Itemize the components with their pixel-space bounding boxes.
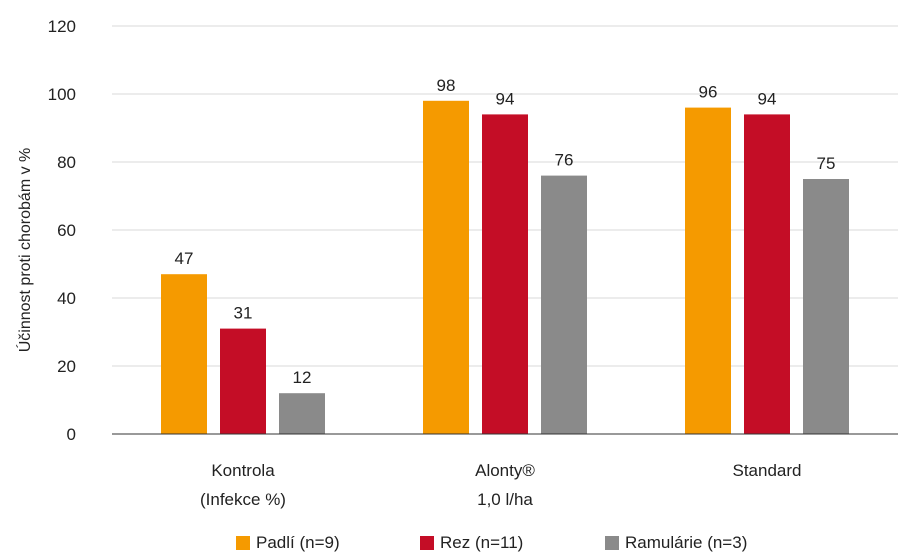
bars <box>161 100 849 435</box>
bar <box>744 114 790 435</box>
legend-label: Rez (n=11) <box>440 533 524 552</box>
y-tick-label: 100 <box>48 85 76 104</box>
y-tick-label: 120 <box>48 17 76 36</box>
x-category-label: (Infekce %) <box>200 490 286 509</box>
y-tick-label: 60 <box>57 221 76 240</box>
data-label: 47 <box>175 249 194 268</box>
data-label: 96 <box>699 83 718 102</box>
x-category-label: Standard <box>733 461 802 480</box>
data-label: 31 <box>234 304 253 323</box>
data-label: 75 <box>817 154 836 173</box>
legend-item: Ramulárie (n=3) <box>605 533 747 553</box>
data-label: 12 <box>293 368 312 387</box>
legend-swatch <box>236 536 250 550</box>
bar <box>685 107 731 434</box>
legend-item: Rez (n=11) <box>420 533 523 553</box>
bar <box>161 274 207 434</box>
y-tick-label: 0 <box>67 425 76 444</box>
x-axis-categories: Kontrola (Infekce %) Alonty® 1,0 l/ha Standa… <box>200 461 801 509</box>
bar <box>279 393 325 434</box>
data-labels: 47 31 12 98 94 76 96 94 75 <box>175 76 836 387</box>
bar <box>482 114 528 435</box>
y-tick-label: 20 <box>57 357 76 376</box>
legend-label: Padlí (n=9) <box>256 533 340 552</box>
data-label: 94 <box>496 89 515 108</box>
bar <box>423 100 469 435</box>
legend-swatch <box>420 536 434 550</box>
legend: Padlí (n=9) Rez (n=11) Ramulárie (n=3) <box>0 533 902 555</box>
bar <box>803 179 849 434</box>
legend-label: Ramulárie (n=3) <box>625 533 748 552</box>
bar <box>220 328 266 434</box>
x-category-label: 1,0 l/ha <box>477 490 533 509</box>
data-label: 94 <box>758 89 777 108</box>
legend-swatch <box>605 536 619 550</box>
y-tick-label: 80 <box>57 153 76 172</box>
y-axis-ticks: 0 20 40 60 80 100 120 <box>48 17 76 444</box>
data-label: 98 <box>437 76 456 95</box>
bar <box>541 175 587 434</box>
x-category-label: Alonty® <box>475 461 535 480</box>
y-tick-label: 40 <box>57 289 76 308</box>
data-label: 76 <box>555 151 574 170</box>
x-category-label: Kontrola <box>211 461 275 480</box>
legend-item: Padlí (n=9) <box>236 533 340 553</box>
y-axis-title: Účinnost proti chorobám v % <box>15 148 34 353</box>
